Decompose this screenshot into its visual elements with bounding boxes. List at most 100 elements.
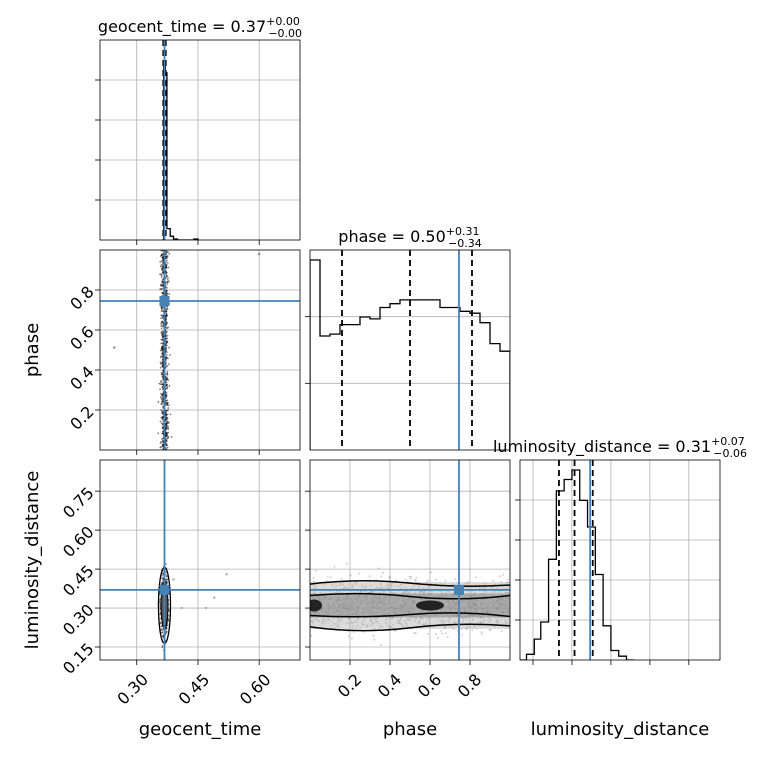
sample-point [166,413,169,416]
sample-point [329,576,332,579]
sample-point [168,346,171,349]
y-tick-label: 0.45 [59,561,98,600]
sample-point [160,440,163,443]
sample-point [160,342,163,345]
sample-point [204,606,208,610]
sample-point [165,256,168,259]
sample-point [160,260,163,262]
panel-title: luminosity_distance = 0.31+0.07 −0.06 [493,435,747,460]
sample-point [408,575,411,578]
sample-point [166,436,169,439]
sample-point [351,637,353,640]
sample-point [161,335,164,338]
y-tick-label: 0.15 [59,639,98,678]
sample-point [159,622,162,625]
sample-point [166,624,169,627]
sample-point [165,414,167,417]
truth-marker [159,584,170,595]
sample-point [414,579,417,582]
sample-point [167,266,170,269]
sample-point [161,398,163,401]
sample-point [159,288,162,290]
sample-point [160,577,163,579]
sample-point [164,578,167,581]
y-tick-label: 0.2 [66,402,97,433]
sample-point [406,580,409,583]
sample-point [507,578,510,581]
sample-point [333,565,336,568]
sample-point [165,310,168,313]
x-tick-label: 0.60 [236,670,275,709]
sample-point [168,421,170,424]
sample-point [164,562,167,565]
sample-point [362,631,365,633]
x-tick-label: 0.4 [374,670,405,701]
sample-point [161,635,164,638]
scatter-frame [309,459,511,661]
sample-point [257,252,261,256]
sample-point [165,350,167,352]
marginal-frame [519,459,721,661]
sample-point [160,581,163,584]
sample-point [380,575,383,578]
clip-phase-geocent-group [100,250,300,450]
sample-point [113,346,116,349]
sample-point [160,628,163,630]
sample-point [165,312,168,315]
sample-point [165,631,168,634]
sample-point [161,253,164,256]
sample-point [161,418,164,421]
sample-point [159,621,162,624]
sample-point [165,581,168,583]
ylabel-phase: phase [22,323,43,377]
sample-point [165,394,168,397]
sample-point [165,423,168,426]
sample-point [169,354,171,357]
sample-point [172,578,175,581]
sample-point [161,444,164,446]
sample-point [167,363,170,366]
sample-point [160,371,163,374]
sample-point [161,383,163,386]
sample-point [166,370,169,373]
sample-point [159,356,162,359]
sample-point [161,306,163,309]
histogram-step [520,469,635,660]
sample-point [160,327,163,330]
y-tick-label: 0.8 [66,282,97,313]
sample-point [168,252,171,255]
sample-point [157,432,160,435]
sample-point [167,407,170,409]
sample-point [168,609,170,611]
xlabel-luminosity-distance: luminosity_distance [531,719,710,740]
clip-lumdist-geocent-group [100,460,300,660]
sample-point [165,580,168,583]
sample-point [165,399,168,402]
sample-point [492,579,495,582]
sample-point [373,638,376,641]
sample-point [161,410,164,413]
sample-point [162,634,164,637]
sample-point [439,629,442,632]
sample-point [170,436,173,438]
sample-point [166,581,168,584]
marginal-frame [309,249,511,451]
sample-point [501,630,503,633]
sample-point [426,579,429,582]
sample-point [166,283,169,285]
sample-point [393,629,396,632]
sample-point [161,397,164,400]
sample-point [225,573,228,576]
sample-point [161,332,164,335]
sample-point [161,325,164,328]
sample-point [159,366,162,369]
sample-point [162,581,164,584]
sample-point [166,278,169,281]
sample-point [166,420,169,423]
histogram-step [162,60,199,240]
sample-point [159,361,162,364]
sample-point [213,596,216,599]
sample-point [413,578,416,581]
sample-point [160,409,162,411]
sample-point [166,433,168,436]
